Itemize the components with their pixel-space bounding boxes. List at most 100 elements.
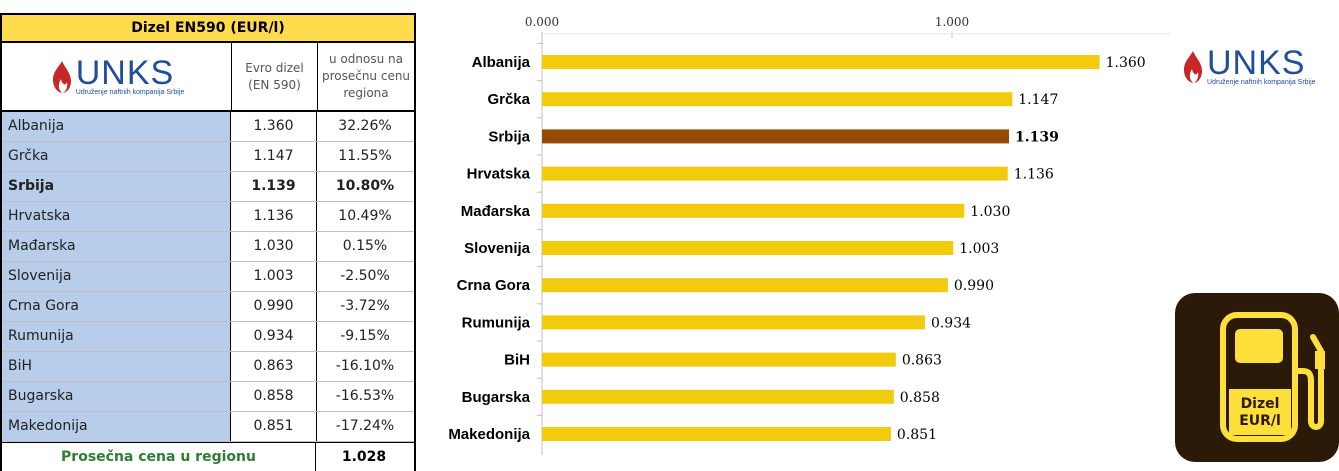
diff-cell: -9.15% [340,328,390,344]
col-diff-header-line2: prosečnu cenu [321,69,411,83]
price-cell: 1.139 [231,172,317,201]
value-label: 1.030 [970,204,1010,220]
price-cell: 0.990 [231,292,317,321]
price-cell: 0.851 [231,412,317,441]
diff-cell: 0.15% [342,238,388,254]
col-price-header-line2: (EN 590) [248,77,301,92]
col-diff-header-line1: u odnosu na [329,52,403,66]
table-row: Albanija 1.360 32.26% [2,112,414,142]
category-label: Albanija [472,54,531,71]
diff-cell: -3.72% [340,298,390,314]
fuel-pump-shape [1220,312,1325,442]
value-label: 1.139 [1015,129,1059,145]
fuel-pump-icon: Dizel EUR/l [1175,293,1339,462]
bar-grčka [542,92,1013,107]
category-label: Rumunija [462,314,531,331]
table-row: Rumunija 0.934 -9.15% [2,322,414,352]
price-cell: 1.360 [231,112,317,141]
table-header: UNKS Udruženje naftnih kompanija Srbije … [2,43,414,112]
unks-logo-right: UNKS Udruženje naftnih kompanija Srbije [1180,46,1316,87]
flame-icon [1184,50,1202,83]
country-cell: Grčka [2,142,231,171]
table-row: Srbija 1.139 10.80% [2,172,414,202]
bar-albanija [542,55,1100,69]
table-row: Bugarska 0.858 -16.53% [2,382,414,412]
country-cell: BiH [2,352,231,381]
value-label: 0.990 [954,278,994,294]
col-price-header: Evro dizel (EN 590) [232,43,318,110]
country-cell: Hrvatska [2,202,231,231]
price-cell: 1.136 [231,202,317,231]
flame-icon [52,60,71,93]
value-label: 1.003 [959,241,999,257]
country-cell: Bugarska [2,382,231,411]
price-cell: 1.030 [231,232,317,261]
country-cell: Crna Gora [2,292,231,321]
bar-chart: 0.000 1.000 Albanija 1.360 Grčka 1.147 Srbija 1… [448,15,1170,455]
unks-logo: UNKS Udruženje naftnih kompanija Srbije [49,54,185,97]
table-row: Grčka 1.147 11.55% [2,142,414,172]
value-label: 0.858 [900,390,940,406]
bar-crna-gora [542,278,948,293]
bar-bih [542,352,896,367]
col-diff-header: u odnosu na prosečnu cenu regiona [318,43,414,110]
category-label: Mađarska [461,203,531,220]
bar-bugarska [542,389,894,404]
value-label: 1.360 [1106,55,1146,71]
category-label: Srbija [488,128,530,145]
logo-cell: UNKS Udruženje naftnih kompanija Srbije [2,43,232,110]
country-cell: Makedonija [2,412,231,441]
category-label: Makedonija [448,426,530,443]
bar-hrvatska [542,166,1008,181]
value-label: 0.934 [931,315,971,331]
table-row: BiH 0.863 -16.10% [2,352,414,382]
category-label: Bugarska [462,389,531,406]
diff-cell: -17.24% [335,418,395,434]
table-row: Hrvatska 1.136 10.49% [2,202,414,232]
value-label: 1.136 [1014,167,1054,183]
country-cell: Rumunija [2,322,231,351]
value-label: 0.863 [902,353,942,369]
bar-mađarska [542,203,965,218]
price-cell: 0.934 [231,322,317,351]
logo-name: UNKS [1207,44,1306,82]
category-label: Crna Gora [457,277,531,294]
category-label: BiH [504,352,530,369]
x-tick-label: 0.000 [525,15,559,29]
table-row: Slovenija 1.003 -2.50% [2,262,414,292]
table-row: Makedonija 0.851 -17.24% [2,412,414,442]
table-title: Dizel EN590 (EUR/l) [2,15,414,43]
fuel-label-line2: EUR/l [1239,413,1281,429]
logo-subtitle: Udruženje naftnih kompanija Srbije [1207,79,1316,86]
diff-cell: 11.55% [338,148,392,164]
bar-makedonija [542,427,891,441]
diff-cell: 10.80% [335,178,395,194]
diff-cell: -2.50% [340,268,390,284]
price-cell: 1.003 [231,262,317,291]
category-label: Grčka [487,91,530,108]
col-diff-header-line3: regiona [343,86,389,100]
price-cell: 0.858 [231,382,317,411]
table-body: Albanija 1.360 32.26% Grčka 1.147 11.55% Srbij… [2,112,414,442]
logo-subtitle: Udruženje naftnih kompanija Srbije [75,89,185,96]
diff-cell: 32.26% [338,118,392,134]
country-cell: Albanija [2,112,231,141]
category-label: Hrvatska [467,166,531,183]
table-row: Crna Gora 0.990 -3.72% [2,292,414,322]
value-label: 1.147 [1018,92,1058,108]
bar-slovenija [542,241,954,255]
average-value: 1.028 [341,449,387,465]
average-label: Prosečna cena u regionu [2,443,316,471]
diff-cell: 10.49% [338,208,392,224]
bar-srbija [542,129,1009,144]
value-label: 0.851 [897,427,937,443]
logo-name: UNKS [75,54,175,92]
col-price-header-line1: Evro dizel [245,60,304,75]
fuel-label-line1: Dizel [1240,396,1280,412]
fuel-label: Dizel EUR/l [1230,396,1290,430]
average-row: Prosečna cena u regionu 1.028 [2,442,414,471]
country-cell: Mađarska [2,232,231,261]
price-cell: 0.863 [231,352,317,381]
table-row: Mađarska 1.030 0.15% [2,232,414,262]
diff-cell: -16.53% [335,388,395,404]
